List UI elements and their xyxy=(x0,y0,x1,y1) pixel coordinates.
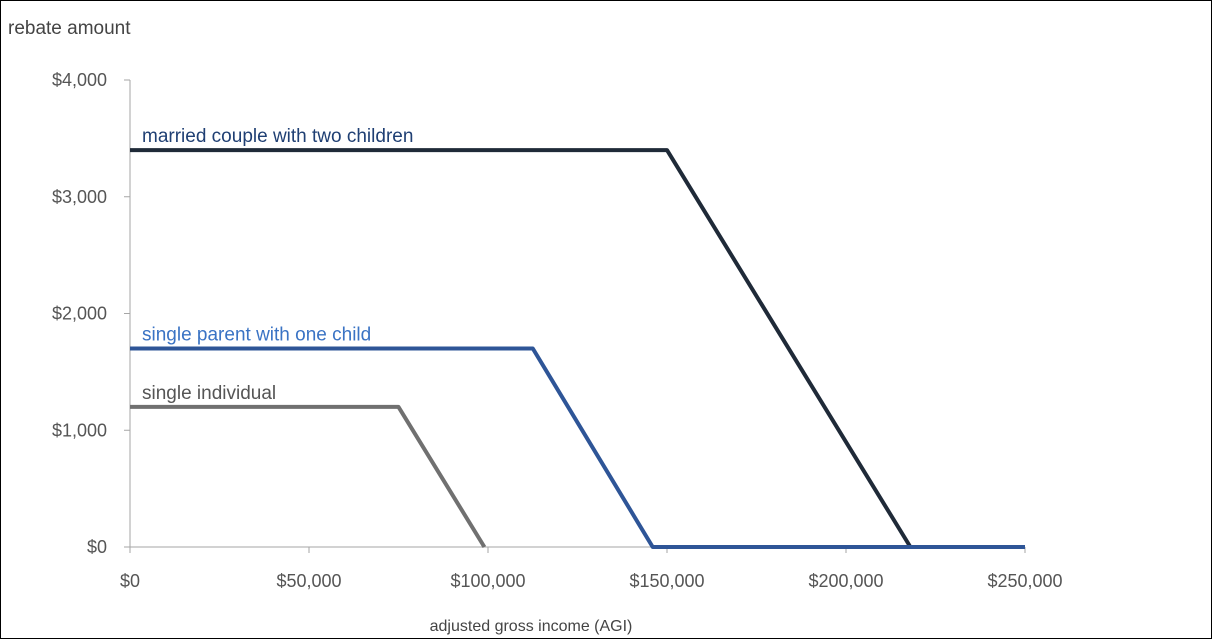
series-line-2 xyxy=(130,346,1025,549)
x-tick-label: $50,000 xyxy=(276,571,341,591)
x-tick-label: $0 xyxy=(120,571,140,591)
series-line-3 xyxy=(130,404,487,549)
x-tick-label: $100,000 xyxy=(450,571,525,591)
axes: $0 $1,000 $2,000 $3,000 $4,000 $0 $50,000 $100,… xyxy=(52,70,1063,591)
y-tick-label: $2,000 xyxy=(52,304,107,324)
series-label-3: single individual xyxy=(142,383,276,404)
y-tick-label: $1,000 xyxy=(52,420,107,440)
x-axis-title: adjusted gross income (AGI) xyxy=(430,618,633,635)
x-tick-label: $200,000 xyxy=(808,571,883,591)
x-tick-label: $250,000 xyxy=(987,571,1062,591)
y-tick-label: $4,000 xyxy=(52,70,107,90)
series-label-1: married couple with two children xyxy=(142,126,413,147)
y-tick-label: $3,000 xyxy=(52,187,107,207)
y-axis-title: rebate amount xyxy=(8,18,131,39)
series-group xyxy=(130,148,1025,549)
x-tick-label: $150,000 xyxy=(629,571,704,591)
series-labels: married couple with two children single p… xyxy=(142,126,413,404)
y-tick-label: $0 xyxy=(87,537,107,557)
series-label-2: single parent with one child xyxy=(142,325,371,346)
